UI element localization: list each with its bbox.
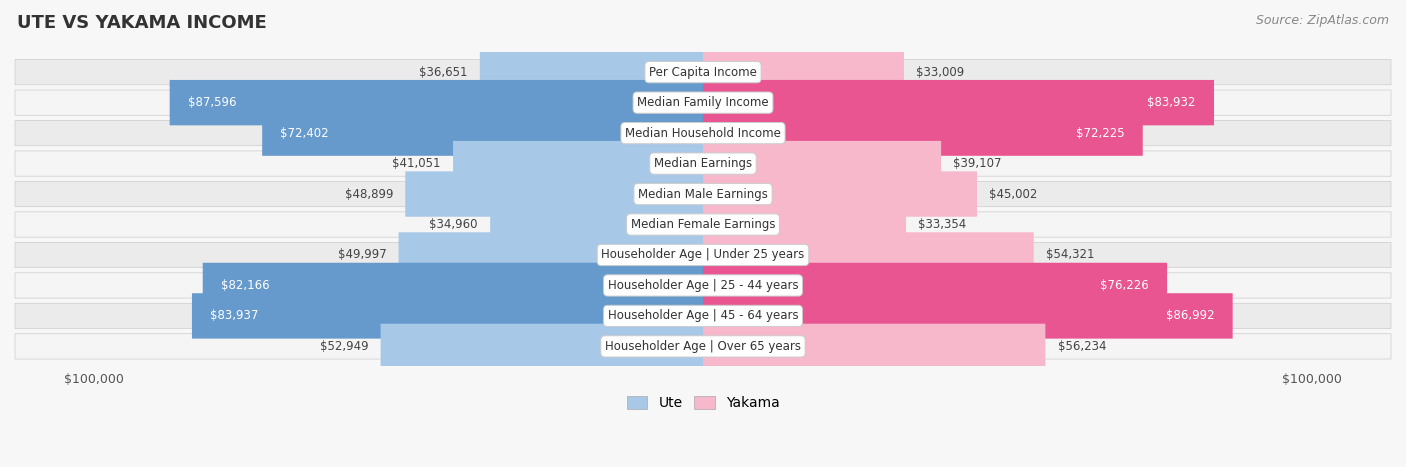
Text: $48,899: $48,899 (344, 188, 394, 200)
Text: $49,997: $49,997 (337, 248, 387, 262)
FancyBboxPatch shape (703, 50, 904, 95)
FancyBboxPatch shape (703, 141, 941, 186)
FancyBboxPatch shape (15, 120, 1391, 146)
FancyBboxPatch shape (15, 334, 1391, 359)
FancyBboxPatch shape (170, 80, 703, 125)
FancyBboxPatch shape (703, 232, 1033, 278)
Text: Householder Age | Over 65 years: Householder Age | Over 65 years (605, 340, 801, 353)
Text: Householder Age | 25 - 44 years: Householder Age | 25 - 44 years (607, 279, 799, 292)
FancyBboxPatch shape (193, 293, 703, 339)
FancyBboxPatch shape (15, 59, 1391, 85)
Text: $34,960: $34,960 (429, 218, 478, 231)
Text: $72,402: $72,402 (280, 127, 329, 140)
Text: $36,651: $36,651 (419, 66, 468, 78)
FancyBboxPatch shape (381, 324, 703, 369)
Text: $52,949: $52,949 (319, 340, 368, 353)
Text: $41,051: $41,051 (392, 157, 441, 170)
FancyBboxPatch shape (703, 202, 905, 247)
FancyBboxPatch shape (703, 80, 1213, 125)
FancyBboxPatch shape (15, 151, 1391, 176)
Text: Householder Age | 45 - 64 years: Householder Age | 45 - 64 years (607, 310, 799, 322)
Text: $72,225: $72,225 (1076, 127, 1125, 140)
Text: Median Earnings: Median Earnings (654, 157, 752, 170)
FancyBboxPatch shape (405, 171, 703, 217)
Text: Householder Age | Under 25 years: Householder Age | Under 25 years (602, 248, 804, 262)
Text: Median Male Earnings: Median Male Earnings (638, 188, 768, 200)
Text: $83,932: $83,932 (1147, 96, 1195, 109)
FancyBboxPatch shape (703, 324, 1046, 369)
FancyBboxPatch shape (15, 273, 1391, 298)
Legend: Ute, Yakama: Ute, Yakama (621, 390, 785, 416)
FancyBboxPatch shape (398, 232, 703, 278)
FancyBboxPatch shape (703, 293, 1233, 339)
Text: $33,009: $33,009 (917, 66, 965, 78)
Text: Source: ZipAtlas.com: Source: ZipAtlas.com (1256, 14, 1389, 27)
Text: $39,107: $39,107 (953, 157, 1002, 170)
FancyBboxPatch shape (703, 171, 977, 217)
Text: Median Female Earnings: Median Female Earnings (631, 218, 775, 231)
FancyBboxPatch shape (15, 181, 1391, 207)
FancyBboxPatch shape (15, 212, 1391, 237)
FancyBboxPatch shape (453, 141, 703, 186)
Text: $87,596: $87,596 (188, 96, 236, 109)
Text: Median Family Income: Median Family Income (637, 96, 769, 109)
Text: Median Household Income: Median Household Income (626, 127, 780, 140)
Text: $33,354: $33,354 (918, 218, 966, 231)
Text: UTE VS YAKAMA INCOME: UTE VS YAKAMA INCOME (17, 14, 267, 32)
Text: $83,937: $83,937 (211, 310, 259, 322)
FancyBboxPatch shape (262, 110, 703, 156)
FancyBboxPatch shape (491, 202, 703, 247)
FancyBboxPatch shape (15, 242, 1391, 268)
Text: $56,234: $56,234 (1057, 340, 1107, 353)
FancyBboxPatch shape (703, 263, 1167, 308)
FancyBboxPatch shape (202, 263, 703, 308)
Text: Per Capita Income: Per Capita Income (650, 66, 756, 78)
Text: $45,002: $45,002 (990, 188, 1038, 200)
Text: $54,321: $54,321 (1046, 248, 1094, 262)
Text: $76,226: $76,226 (1099, 279, 1149, 292)
FancyBboxPatch shape (703, 110, 1143, 156)
FancyBboxPatch shape (15, 303, 1391, 329)
FancyBboxPatch shape (15, 90, 1391, 115)
Text: $86,992: $86,992 (1166, 310, 1215, 322)
Text: $82,166: $82,166 (221, 279, 270, 292)
FancyBboxPatch shape (479, 50, 703, 95)
